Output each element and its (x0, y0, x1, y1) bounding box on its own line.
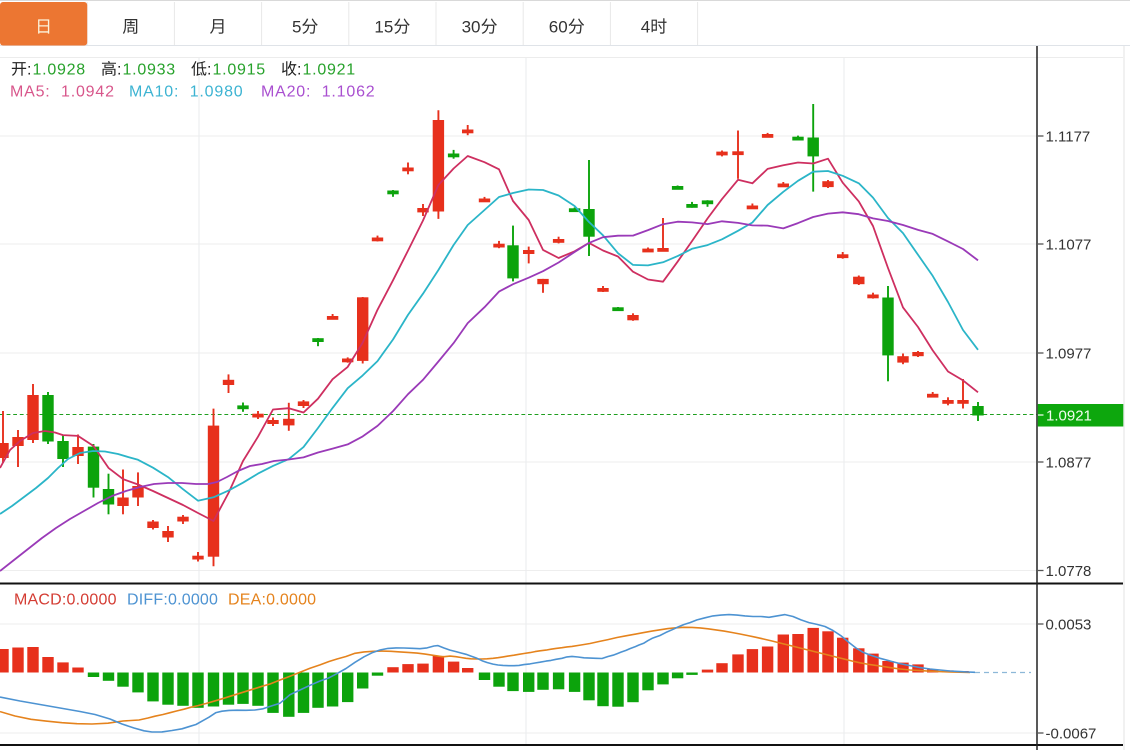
svg-text:MA20: 1.1062: MA20: 1.1062 (261, 84, 375, 101)
svg-text::: : (27, 62, 31, 79)
svg-text:4: 4 (641, 18, 650, 37)
svg-text:60: 60 (549, 18, 568, 37)
svg-text:1.0915: 1.0915 (213, 62, 266, 79)
svg-text:1.0928: 1.0928 (33, 62, 86, 79)
svg-text::: : (207, 62, 211, 79)
svg-text:DIFF:0.0000: DIFF:0.0000 (127, 592, 218, 609)
svg-text:1.1077: 1.1077 (1046, 236, 1092, 253)
svg-text:5: 5 (292, 18, 301, 37)
svg-text:15: 15 (374, 18, 393, 37)
svg-text:-0.0067: -0.0067 (1046, 725, 1097, 742)
svg-text:1.0778: 1.0778 (1046, 563, 1092, 580)
svg-text:1.0921: 1.0921 (303, 62, 356, 79)
svg-text:MACD:0.0000: MACD:0.0000 (14, 592, 117, 609)
svg-text:MA10: 1.0980: MA10: 1.0980 (129, 84, 243, 101)
svg-text:DEA:0.0000: DEA:0.0000 (228, 592, 316, 609)
svg-text:1.0933: 1.0933 (123, 62, 176, 79)
svg-text:1.1177: 1.1177 (1046, 128, 1091, 145)
svg-text::: : (297, 62, 301, 79)
svg-text:1.0877: 1.0877 (1046, 454, 1092, 471)
svg-text:0.0053: 0.0053 (1046, 616, 1092, 633)
svg-text:1.0921: 1.0921 (1046, 407, 1092, 424)
svg-text:1.0977: 1.0977 (1046, 345, 1092, 362)
svg-text:30: 30 (462, 18, 481, 37)
svg-text::: : (117, 62, 121, 79)
svg-text:MA5: 1.0942: MA5: 1.0942 (10, 84, 115, 101)
